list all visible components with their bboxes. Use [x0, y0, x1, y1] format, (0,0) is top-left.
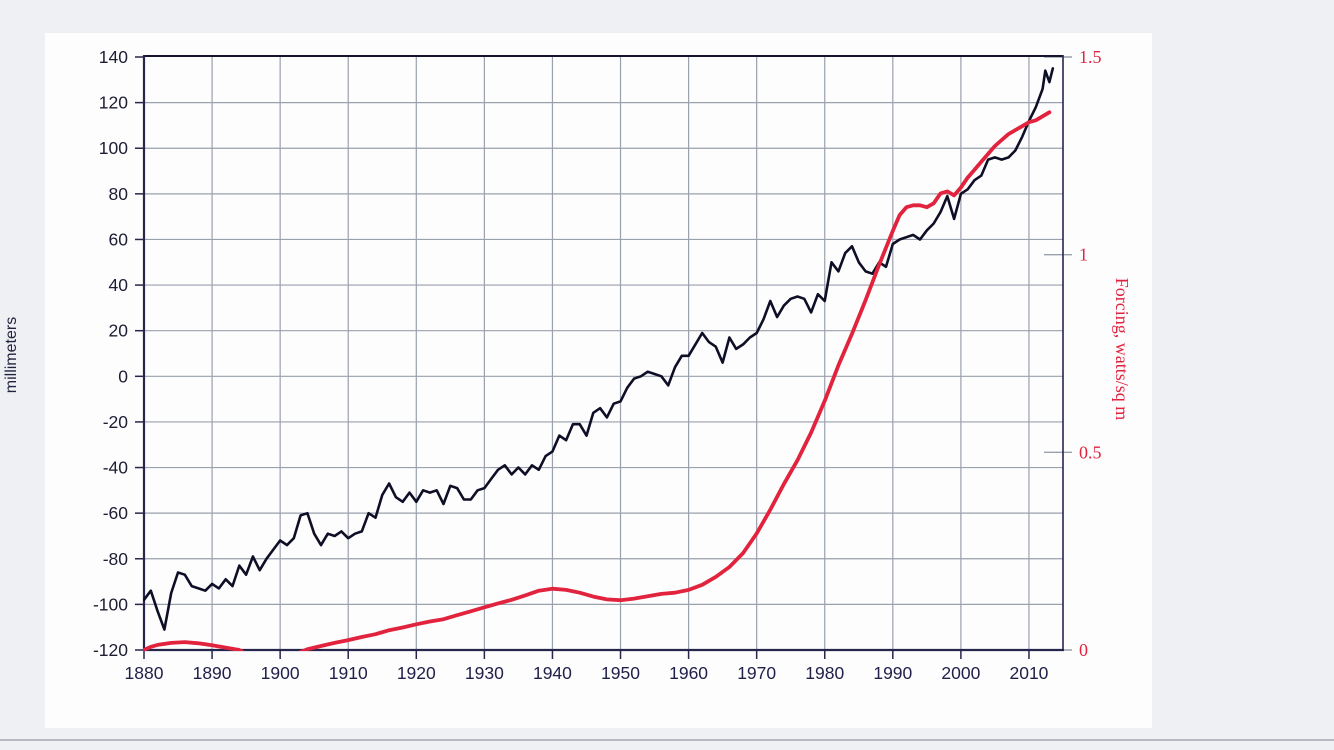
x-tick-label: 1920 — [397, 663, 436, 683]
chart-panel — [45, 33, 1152, 728]
x-tick-label: 2010 — [1009, 663, 1048, 683]
y-tick-label: 120 — [99, 93, 128, 113]
y-tick-label: -60 — [103, 503, 129, 523]
x-tick-label: 1930 — [465, 663, 504, 683]
x-tick-label: 1960 — [669, 663, 708, 683]
y-tick-label: -100 — [93, 594, 128, 614]
plot-border — [135, 55, 1064, 659]
y-tick-label: 80 — [109, 184, 129, 204]
y-tick-label: -20 — [103, 412, 129, 432]
x-tick-label: 1990 — [873, 663, 912, 683]
y-tick-label: -120 — [93, 640, 128, 660]
bottom-divider-line — [0, 739, 1334, 741]
y-tick-label: 140 — [99, 47, 128, 67]
y-tick-label: -80 — [103, 549, 129, 569]
x-tick-label: 1940 — [533, 663, 572, 683]
right-tick-label: 1.5 — [1079, 47, 1102, 67]
right-tick-label: 1 — [1079, 245, 1088, 265]
x-tick-label: 1900 — [261, 663, 300, 683]
x-tick-label: 2000 — [941, 663, 980, 683]
y-tick-label: 100 — [99, 138, 128, 158]
x-tick-label: 1980 — [805, 663, 844, 683]
y-tick-label: 0 — [118, 366, 128, 386]
x-tick-label: 1950 — [601, 663, 640, 683]
climate-forcing-line — [143, 110, 1052, 651]
x-tick-label: 1910 — [329, 663, 368, 683]
left-axis-title: millimeters — [3, 316, 20, 394]
x-tick-label: 1880 — [125, 663, 164, 683]
x-tick-label: 1890 — [193, 663, 232, 683]
y-tick-label: 60 — [109, 229, 129, 249]
y-tick-label: 20 — [109, 321, 129, 341]
y-tick-label: 40 — [109, 275, 129, 295]
sea-level-line — [143, 67, 1055, 631]
tick-labels: 140120100806040200-20-40-60-80-100-12018… — [93, 47, 1102, 683]
y-tick-label: -40 — [103, 458, 129, 478]
right-tick-label: 0 — [1079, 640, 1088, 660]
x-tick-label: 1970 — [737, 663, 776, 683]
right-tick-label: 0.5 — [1079, 442, 1102, 462]
gridlines — [144, 56, 1072, 651]
right-axis-title: Forcing, watts/sq m — [1112, 277, 1132, 421]
